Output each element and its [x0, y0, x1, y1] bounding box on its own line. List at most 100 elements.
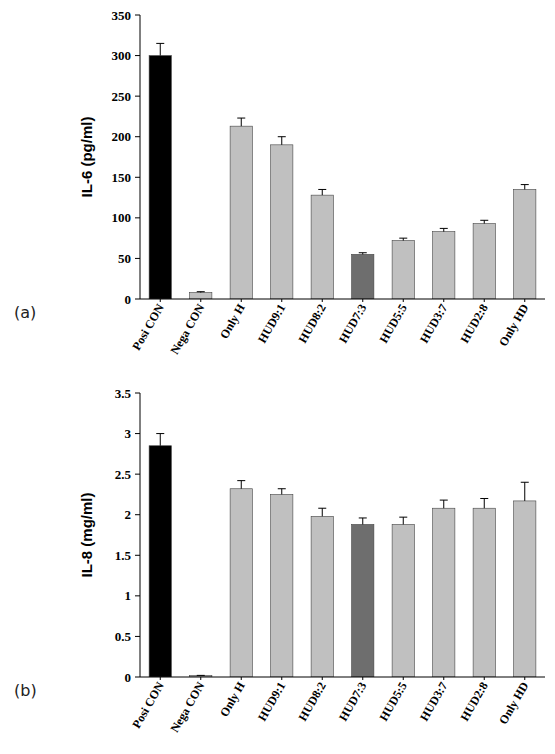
x-tick — [524, 299, 525, 302]
x-tick — [160, 677, 161, 680]
y-axis — [140, 393, 141, 677]
error-stem — [403, 517, 404, 524]
x-tick — [524, 677, 525, 680]
error-bar — [440, 228, 448, 231]
error-cap — [278, 136, 286, 137]
x-tick-label: HUD8:2 — [295, 302, 328, 346]
y-tick — [135, 136, 140, 137]
y-tick — [135, 299, 140, 300]
x-tick — [362, 677, 363, 680]
y-tick-label: 3 — [125, 426, 132, 441]
x-tick-label: Posi CON — [129, 679, 167, 730]
bar — [392, 241, 414, 299]
x-tick — [200, 299, 201, 302]
error-bar — [480, 498, 488, 508]
y-tick — [135, 555, 140, 556]
x-tick-label: HUD5:5 — [376, 680, 409, 724]
error-cap — [440, 500, 448, 501]
x-tick-label: HUD9:1 — [255, 302, 288, 346]
y-tick-label: 100 — [112, 210, 132, 225]
y-tick — [135, 393, 140, 394]
error-cap — [156, 433, 164, 434]
x-tick — [322, 299, 323, 302]
bar — [190, 293, 212, 299]
error-cap — [480, 220, 488, 221]
error-cap — [521, 184, 529, 185]
figure: 050100150200250300350Posi CONNega CONOnl… — [0, 0, 555, 754]
x-tick — [241, 299, 242, 302]
error-bar — [237, 118, 245, 126]
x-tick-label: HUD2:8 — [457, 302, 490, 346]
x-tick-label: Posi CON — [129, 301, 167, 352]
error-stem — [524, 185, 525, 190]
y-tick-label: 300 — [112, 48, 132, 63]
bar — [271, 494, 293, 677]
error-stem — [160, 434, 161, 446]
error-stem — [241, 481, 242, 489]
bars — [149, 43, 536, 299]
x-tick — [403, 299, 404, 302]
y-tick-label: 0.5 — [115, 629, 132, 644]
y-tick-label: 50 — [118, 251, 131, 266]
error-bar — [399, 517, 407, 524]
y-tick — [135, 433, 140, 434]
bar — [352, 254, 374, 299]
error-cap — [480, 498, 488, 499]
bar — [230, 126, 252, 299]
error-stem — [241, 118, 242, 126]
bar — [392, 524, 414, 677]
error-stem — [322, 189, 323, 195]
y-tick — [135, 677, 140, 678]
error-cap — [197, 675, 205, 676]
error-bar — [480, 220, 488, 223]
error-cap — [399, 517, 407, 518]
error-bar — [440, 500, 448, 508]
bar — [271, 145, 293, 299]
error-cap — [359, 517, 367, 518]
panel-label: (b) — [14, 681, 37, 700]
x-tick-label: HUD7:3 — [336, 302, 369, 346]
error-cap — [237, 480, 245, 481]
y-tick — [135, 217, 140, 218]
error-cap — [521, 482, 529, 483]
panel-label: (a) — [14, 303, 36, 322]
panel: 00.511.522.533.5Posi CONNega CONOnly HHU… — [14, 386, 545, 735]
bar — [514, 189, 536, 299]
x-tick-label: Only H — [217, 301, 248, 341]
x-tick — [403, 677, 404, 680]
x-tick-label: Nega CON — [167, 301, 207, 356]
x-tick — [281, 677, 282, 680]
x-tick — [484, 299, 485, 302]
error-cap — [440, 228, 448, 229]
error-bar — [521, 185, 529, 190]
x-tick-label: Only HD — [496, 679, 531, 726]
panel: 050100150200250300350Posi CONNega CONOnl… — [14, 8, 545, 357]
x-tick-label: Only H — [217, 679, 248, 719]
error-bar — [197, 675, 205, 676]
error-bar — [237, 481, 245, 489]
y-tick-label: 2.5 — [115, 467, 132, 482]
bar — [433, 508, 455, 677]
error-bar — [318, 189, 326, 195]
error-cap — [197, 291, 205, 292]
error-cap — [318, 189, 326, 190]
error-stem — [322, 508, 323, 516]
bar — [473, 224, 495, 299]
y-tick-label: 1.5 — [115, 548, 132, 563]
error-stem — [443, 500, 444, 508]
error-cap — [359, 252, 367, 253]
error-bar — [278, 137, 286, 145]
x-tick — [200, 677, 201, 680]
y-axis — [140, 15, 141, 299]
error-cap — [318, 508, 326, 509]
y-tick — [135, 55, 140, 56]
y-tick-label: 350 — [112, 8, 132, 23]
bar — [473, 508, 495, 677]
y-tick-label: 250 — [112, 89, 132, 104]
bar — [230, 489, 252, 677]
y-tick-label: 2 — [125, 507, 132, 522]
error-cap — [156, 43, 164, 44]
y-tick-label: 200 — [112, 129, 132, 144]
error-bar — [318, 508, 326, 516]
bar — [514, 501, 536, 677]
